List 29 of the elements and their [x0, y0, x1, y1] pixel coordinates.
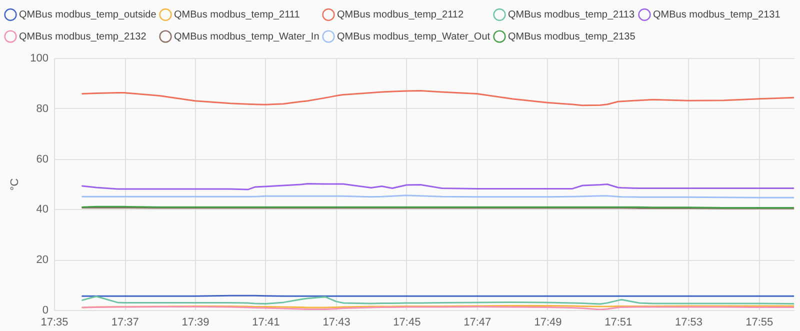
x-tick-label: 17:47 [464, 316, 492, 328]
y-tick-label: 40 [36, 204, 48, 216]
legend-label: QMBus modbus_temp_2131 [653, 10, 781, 21]
line-series [82, 90, 794, 106]
y-tick-label: 100 [30, 52, 48, 64]
legend-label: QMBus modbus_temp_2111 [174, 10, 300, 21]
y-axis-title: °C [9, 178, 22, 191]
legend-label: QMBus modbus_temp_outside [19, 10, 157, 21]
y-tick-label: 0 [42, 304, 48, 316]
x-tick-label: 17:45 [393, 316, 421, 328]
x-tick-label: 17:41 [252, 316, 280, 328]
x-tick-label: 17:35 [40, 316, 68, 328]
x-tick-label: 17:37 [111, 316, 139, 328]
line-series [82, 296, 794, 305]
y-tick-label: 80 [36, 102, 48, 115]
x-tick-label: 17:39 [182, 316, 210, 328]
legend-label: QMBus modbus_temp_2132 [19, 32, 147, 42]
y-tick-label: 20 [36, 254, 48, 266]
legend-label: QMBus modbus_temp_Water_Out [337, 32, 490, 42]
x-tick-label: 17:55 [746, 316, 774, 328]
x-tick-label: 17:43 [322, 316, 350, 328]
x-tick-label: 17:51 [604, 316, 632, 328]
legend-label: QMBus modbus_temp_2112 [337, 10, 464, 21]
legend-label: QMBus modbus_temp_Water_In [174, 32, 320, 42]
legend-label: QMBus modbus_temp_2113 [508, 10, 635, 21]
x-tick-label: 17:49 [534, 316, 562, 328]
x-tick-label: 17:53 [675, 316, 703, 328]
y-tick-label: 60 [36, 153, 48, 166]
legend-label: QMBus modbus_temp_2135 [508, 32, 636, 42]
